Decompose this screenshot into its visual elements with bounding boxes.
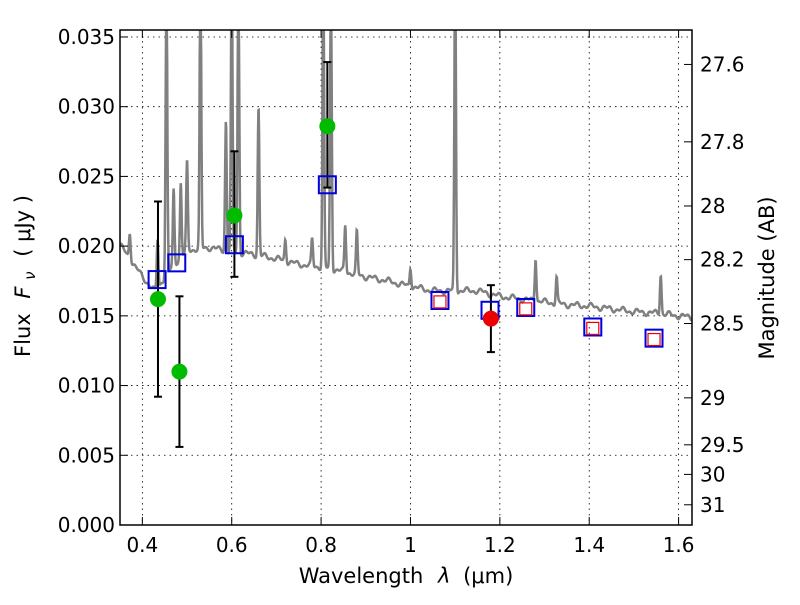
model-photometry-red-square (519, 302, 533, 316)
observed-point-green (171, 363, 188, 380)
y-axis-label: Flux F ν ( μJy ) (11, 195, 40, 357)
y-tick-label: 0.005 (58, 443, 115, 467)
model-photometry-blue-square (167, 253, 187, 273)
model-photometry-blue-square (516, 297, 536, 317)
y-tick-label: 0.025 (58, 164, 115, 188)
y-axis-label-subscript: ν (21, 271, 39, 279)
observed-point-red (482, 310, 499, 327)
y-tick-label: 0.010 (58, 374, 115, 398)
model-photometry-red-square (586, 321, 600, 335)
x-axis-label-unit: (μm) (463, 564, 513, 588)
x-tick-label: 1.6 (663, 533, 695, 557)
model-photometry-blue-square (644, 328, 664, 348)
x-axis-label-text: Wavelength (299, 564, 424, 588)
y2-tick-label: 31 (700, 493, 725, 517)
x-tick-label: 0.8 (305, 533, 337, 557)
x-tick-label: 1 (404, 533, 417, 557)
plot-frame (119, 29, 693, 526)
y-axis-label-symbol: F (11, 286, 35, 299)
y2-axis-label: Magnitude (AB) (755, 196, 779, 359)
axis-ticks (120, 30, 692, 526)
model-photometry-blue-square (147, 270, 167, 290)
y2-tick-label: 29 (700, 386, 725, 410)
grid-lines (120, 30, 692, 526)
observed-point-green (319, 118, 336, 135)
y2-tick-label: 27.6 (700, 52, 745, 76)
x-tick-label: 0.4 (126, 533, 158, 557)
model-photometry-blue-square (583, 317, 603, 337)
observed-point-green (149, 291, 166, 308)
x-tick-label: 1.4 (573, 533, 605, 557)
x-tick-label: 0.6 (216, 533, 248, 557)
y2-tick-label: 30 (700, 462, 725, 486)
data-markers (147, 118, 664, 380)
observed-point-green (226, 207, 243, 224)
y-tick-label: 0.035 (58, 25, 115, 49)
y-tick-label: 0.000 (58, 513, 115, 537)
y2-tick-label: 28.2 (700, 248, 745, 272)
y-tick-label: 0.030 (58, 95, 115, 119)
model-spectrum-line (120, 30, 692, 322)
tick-labels: 0.4 0.6 0.8 1 1.2 1.4 1.6 0.000 0.005 0.010 0.015 0… (58, 25, 745, 557)
x-axis-label-symbol: λ (437, 564, 450, 588)
x-tick-label: 1.2 (484, 533, 516, 557)
model-photometry-red-square (647, 332, 661, 347)
model-spectrum (120, 30, 692, 322)
y-axis-label-unit: ( μJy ) (11, 195, 35, 257)
y2-tick-label: 27.8 (700, 130, 745, 154)
y2-tick-label: 29.5 (700, 433, 745, 457)
y-tick-label: 0.020 (58, 234, 115, 258)
y2-tick-label: 28.5 (700, 312, 745, 336)
y-tick-label: 0.015 (58, 304, 115, 328)
model-photometry-red-square (433, 295, 447, 309)
y-axis-label-text: Flux (11, 313, 35, 357)
model-photometry-blue-square (224, 235, 244, 255)
x-axis-label: Wavelength λ (μm) (299, 564, 514, 588)
model-photometry-blue-square (317, 175, 337, 195)
model-photometry-blue-square (430, 291, 450, 311)
y2-tick-label: 28 (700, 194, 725, 218)
